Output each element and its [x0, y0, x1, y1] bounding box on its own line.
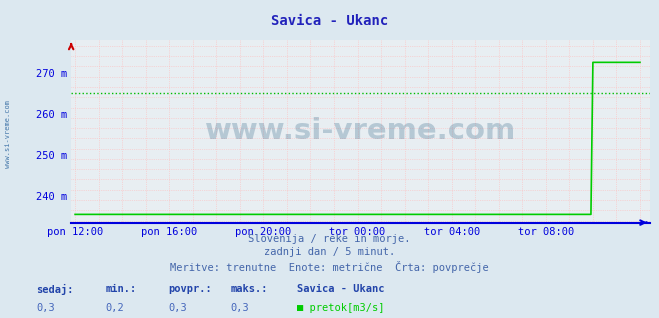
- Text: www.si-vreme.com: www.si-vreme.com: [205, 117, 516, 145]
- Text: min.:: min.:: [105, 284, 136, 294]
- Text: Slovenija / reke in morje.: Slovenija / reke in morje.: [248, 234, 411, 244]
- Text: povpr.:: povpr.:: [168, 284, 212, 294]
- Text: www.si-vreme.com: www.si-vreme.com: [5, 100, 11, 168]
- Text: Savica - Ukanc: Savica - Ukanc: [271, 14, 388, 28]
- Text: sedaj:: sedaj:: [36, 284, 74, 295]
- Text: 0,3: 0,3: [168, 303, 186, 313]
- Text: Savica - Ukanc: Savica - Ukanc: [297, 284, 384, 294]
- Text: 0,3: 0,3: [36, 303, 55, 313]
- Text: 0,3: 0,3: [231, 303, 249, 313]
- Text: 0,2: 0,2: [105, 303, 124, 313]
- Text: ■ pretok[m3/s]: ■ pretok[m3/s]: [297, 303, 384, 313]
- Text: Meritve: trenutne  Enote: metrične  Črta: povprečje: Meritve: trenutne Enote: metrične Črta: …: [170, 261, 489, 273]
- Text: maks.:: maks.:: [231, 284, 268, 294]
- Text: zadnji dan / 5 minut.: zadnji dan / 5 minut.: [264, 247, 395, 257]
